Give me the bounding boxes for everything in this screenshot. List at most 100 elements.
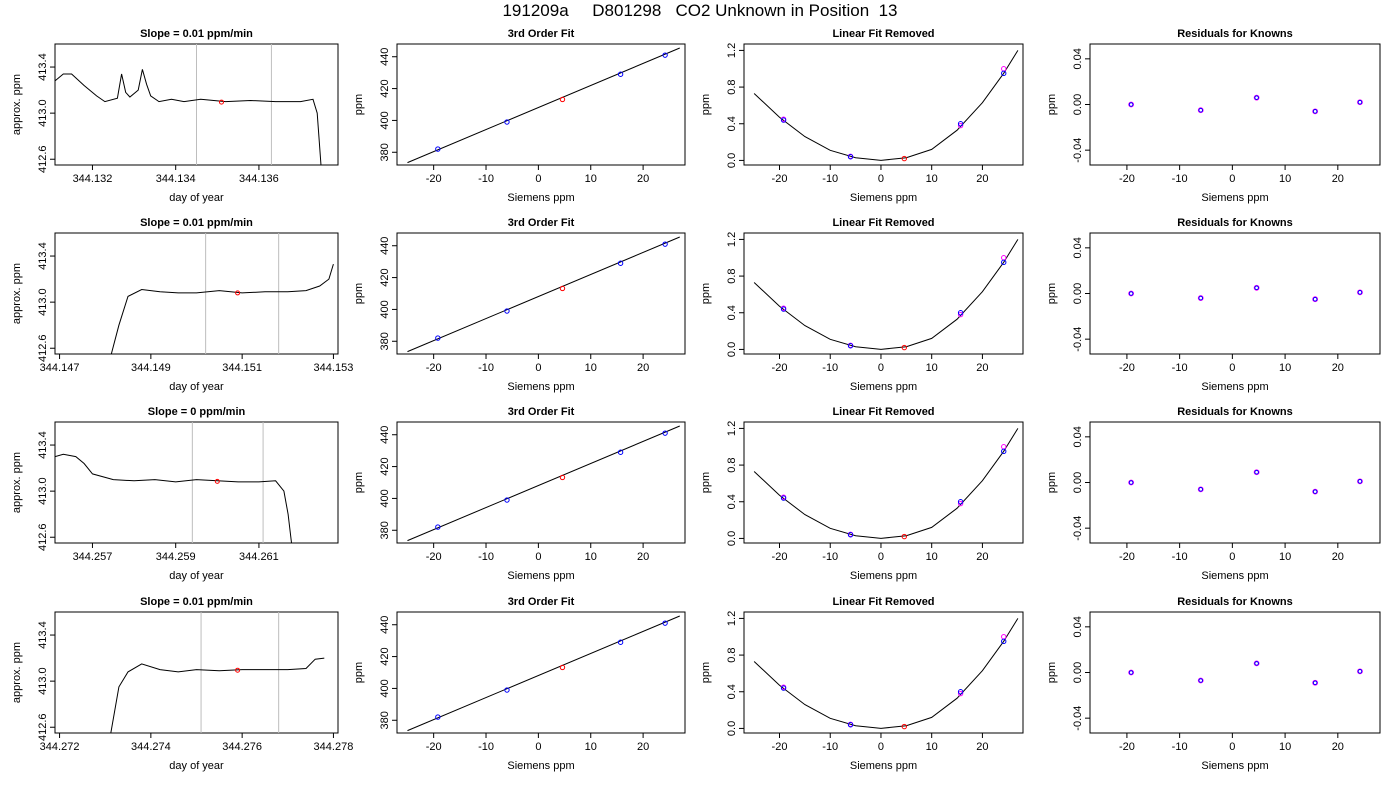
- residual-point-outer-r4c4: [1197, 677, 1204, 684]
- x-tick-label-r2c2: 10: [585, 362, 597, 374]
- y-tick-label-r2c2: 440: [379, 237, 391, 255]
- x-tick-label-r1c4: -20: [1119, 173, 1135, 185]
- known-point-r4c3: [1001, 638, 1007, 645]
- x-tick-label-r1c4: 10: [1279, 173, 1291, 185]
- x-tick-label-r2c4: 20: [1332, 362, 1344, 374]
- y-axis-label-r3c4: ppm: [1046, 472, 1058, 493]
- trace-line-r1c1: [55, 69, 322, 165]
- residual-point-r2c4: [1198, 295, 1204, 301]
- known-point-r1c2: [435, 146, 441, 152]
- residual-point-r3c4: [1312, 489, 1318, 494]
- x-tick-label-r3c4: 10: [1279, 551, 1291, 563]
- y-tick-label-r2c3: 0.0: [726, 342, 738, 357]
- y-tick-label-r3c1: 413.4: [37, 431, 49, 459]
- y-axis-label-r3c1: approx. ppm: [11, 452, 23, 513]
- known-point-r1c3: [1001, 70, 1007, 77]
- known-point-r3c2: [435, 524, 441, 530]
- y-tick-label-r3c1: 412.6: [37, 523, 49, 551]
- y-tick-label-r1c2: 400: [379, 111, 391, 129]
- x-tick-label-r4c2: 20: [637, 741, 649, 753]
- y-tick-label-r2c4: -0.04: [1072, 327, 1084, 352]
- y-axis-label-r4c2: ppm: [353, 662, 365, 683]
- residual-point-outer-r3c4: [1312, 488, 1319, 495]
- y-tick-label-r1c4: -0.04: [1072, 138, 1084, 163]
- x-tick-label-r2c3: 0: [878, 362, 884, 374]
- x-tick-label-r4c4: 0: [1229, 741, 1235, 753]
- plot-title-r3c3: Linear Fit Removed: [832, 406, 934, 418]
- y-tick-label-r4c2: 440: [379, 616, 391, 634]
- x-tick-label-r1c3: -10: [822, 173, 838, 185]
- plot-title-r4c4: Residuals for Knowns: [1177, 596, 1293, 608]
- fit-point-r4c3: [957, 690, 964, 697]
- x-tick-label-r3c4: 0: [1229, 551, 1235, 563]
- y-tick-label-r4c3: 1.2: [726, 611, 738, 626]
- known-point-r3c3: [1001, 448, 1007, 455]
- residual-point-outer-r1c4: [1128, 101, 1135, 108]
- residual-point-outer-r4c4: [1128, 669, 1135, 676]
- y-tick-label-r3c3: 0.0: [726, 531, 738, 546]
- x-axis-label-r3c2: Siemens ppm: [507, 570, 574, 582]
- x-tick-label-r2c1: 344.147: [40, 362, 80, 374]
- x-tick-label-r1c4: 20: [1332, 173, 1344, 185]
- y-tick-label-r3c3: 1.2: [726, 421, 738, 436]
- fit-point-r2c3: [957, 311, 964, 318]
- plot-title-r1c2: 3rd Order Fit: [508, 28, 575, 40]
- unknown-point-r1c2: [559, 96, 566, 103]
- plot-frame-r1c3: [743, 43, 1024, 166]
- known-point-r2c3: [847, 343, 854, 349]
- x-tick-label-r2c1: 344.153: [314, 362, 354, 374]
- y-tick-label-r2c4: 0.00: [1072, 283, 1084, 304]
- x-tick-label-r3c3: 20: [976, 551, 988, 563]
- y-tick-label-r2c1: 412.6: [37, 334, 49, 362]
- known-point-r4c3: [847, 722, 854, 728]
- residual-point-outer-r2c4: [1253, 284, 1260, 291]
- plot-title-r4c1: Slope = 0.01 ppm/min: [140, 596, 253, 608]
- y-axis-label-r1c4: ppm: [1046, 94, 1058, 115]
- y-tick-label-r4c4: 0.00: [1072, 662, 1084, 683]
- known-point-r1c2: [662, 52, 668, 58]
- residual-point-r3c4: [1198, 487, 1204, 492]
- unknown-point-r3c3: [901, 533, 907, 540]
- x-tick-label-r1c3: 10: [926, 173, 938, 185]
- known-point-r2c3: [1001, 259, 1007, 266]
- known-point-r1c2: [504, 119, 510, 125]
- x-tick-label-r3c4: 20: [1332, 551, 1344, 563]
- x-axis-label-r3c1: day of year: [169, 570, 224, 582]
- page-title: 191209a D801298 CO2 Unknown in Position …: [502, 1, 898, 20]
- residual-point-outer-r2c4: [1128, 290, 1135, 297]
- y-tick-label-r2c3: 1.2: [726, 232, 738, 247]
- y-tick-label-r1c3: 0.4: [726, 116, 738, 131]
- trace-line-r4c1: [110, 657, 325, 733]
- trace-line-r2c1: [110, 263, 334, 354]
- fit-point-r1c3: [1001, 66, 1007, 72]
- fit-line-r3c2: [407, 425, 680, 542]
- unknown-point-r1c3: [901, 155, 907, 162]
- x-axis-label-r4c1: day of year: [169, 760, 224, 772]
- x-tick-label-r4c4: -10: [1172, 741, 1188, 753]
- residual-point-r1c4: [1312, 109, 1318, 114]
- y-axis-label-r3c3: ppm: [700, 472, 712, 493]
- x-axis-label-r2c3: Siemens ppm: [850, 381, 917, 393]
- y-tick-label-r3c4: 0.00: [1072, 472, 1084, 493]
- x-tick-label-r3c3: 10: [926, 551, 938, 563]
- fit-line-r1c2: [407, 47, 680, 164]
- fit-point-r4c3: [1001, 634, 1007, 640]
- x-tick-label-r3c2: 0: [535, 551, 541, 563]
- y-tick-label-r4c1: 412.6: [37, 713, 49, 741]
- x-tick-label-r1c1: 344.136: [239, 173, 279, 185]
- y-axis-label-r2c3: ppm: [700, 283, 712, 304]
- y-tick-label-r3c4: -0.04: [1072, 516, 1084, 541]
- residual-point-outer-r1c4: [1253, 94, 1260, 101]
- x-tick-label-r3c1: 344.261: [239, 551, 279, 563]
- x-tick-label-r3c3: -20: [772, 551, 788, 563]
- y-axis-label-r1c2: ppm: [353, 94, 365, 115]
- fit-point-r2c3: [1001, 255, 1007, 261]
- known-point-r4c2: [662, 620, 668, 626]
- plot-frame-r1c2: [396, 43, 686, 166]
- known-point-r2c2: [504, 308, 510, 314]
- y-tick-label-r3c3: 0.4: [726, 494, 738, 509]
- plot-frame-r2c2: [396, 232, 686, 355]
- x-tick-label-r4c3: 0: [878, 741, 884, 753]
- plot-frame-r4c3: [743, 611, 1024, 734]
- x-axis-label-r1c3: Siemens ppm: [850, 192, 917, 204]
